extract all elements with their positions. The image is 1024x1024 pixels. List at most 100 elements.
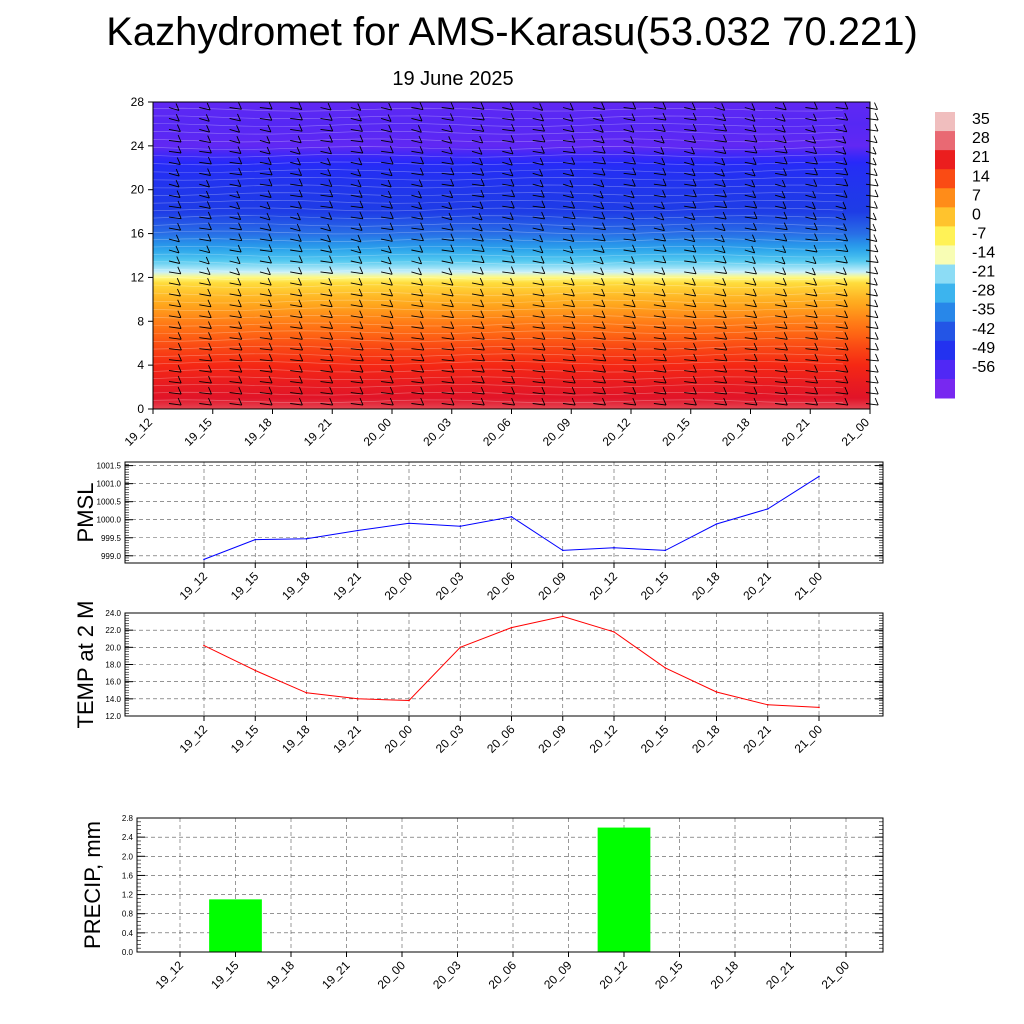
wind-barb <box>684 353 698 362</box>
pmsl-data-point <box>305 538 308 540</box>
pmsl-data-point <box>356 529 359 532</box>
wind-barb <box>229 201 241 210</box>
pmsl-x-tick-label: 20_06 <box>484 569 518 603</box>
temp-data-point <box>561 615 564 618</box>
wind-barb <box>865 212 877 221</box>
wind-barb <box>502 102 514 111</box>
wind-barb <box>411 167 424 176</box>
wind-barb <box>805 375 819 384</box>
wind-barb <box>774 190 786 199</box>
wind-barb <box>320 245 333 253</box>
wind-barb <box>502 266 515 275</box>
wind-barb <box>865 321 879 329</box>
heatmap-x-tick-label: 19_15 <box>181 415 215 449</box>
wind-barb <box>744 234 756 243</box>
colorbar: 35 28 21 14 7 0 -7 -14 -21 -28 -35 -42 -49 -56 <box>935 111 995 399</box>
wind-barb <box>865 365 879 373</box>
wind-barb <box>805 353 819 362</box>
wind-barb <box>623 397 637 406</box>
temperature-contour <box>152 384 844 388</box>
wind-barb <box>199 156 212 165</box>
pmsl-x-tick-label: 19_21 <box>330 569 364 603</box>
colorbar-label: 7 <box>972 187 981 204</box>
temp-data-point <box>613 631 615 633</box>
wind-barb <box>229 244 242 253</box>
precip-y-tick-label: 1.6 <box>122 871 134 880</box>
temperature-contour <box>152 222 844 227</box>
wind-barb <box>229 267 241 276</box>
wind-barb <box>684 112 697 121</box>
pmsl-x-tick-label: 21_00 <box>792 569 826 603</box>
wind-barb <box>381 299 394 308</box>
wind-barb <box>381 353 395 362</box>
wind-barb <box>653 332 667 340</box>
wind-barb <box>865 147 877 155</box>
wind-barb <box>350 200 364 209</box>
wind-barb <box>199 190 210 199</box>
wind-barb <box>774 114 786 122</box>
wind-barb <box>835 353 849 362</box>
wind-barb <box>865 266 879 275</box>
wind-barb <box>229 353 243 362</box>
wind-barb <box>229 102 242 110</box>
wind-barb <box>259 212 271 221</box>
wind-barb <box>381 321 394 329</box>
wind-barb <box>471 189 485 198</box>
wind-barb <box>259 353 273 362</box>
wind-barb <box>320 146 332 155</box>
temp-data-point <box>510 626 513 629</box>
pmsl-data-point <box>613 547 615 549</box>
wind-barb <box>502 353 516 362</box>
wind-barb <box>714 255 727 264</box>
wind-barb <box>471 353 485 362</box>
colorbar-label: -56 <box>972 359 995 376</box>
wind-barb <box>562 211 576 220</box>
wind-barb <box>320 168 332 177</box>
wind-barb <box>865 189 879 198</box>
wind-barb <box>562 190 574 199</box>
precip-x-tick-label: 21_00 <box>819 958 853 992</box>
wind-barb <box>199 211 212 220</box>
wind-barb <box>350 223 363 231</box>
wind-barb <box>775 278 787 286</box>
heatmap-y-tick-label: 28 <box>131 95 145 109</box>
wind-barb <box>623 233 637 242</box>
wind-barb <box>441 190 454 199</box>
wind-barb <box>381 397 394 406</box>
wind-barb <box>835 278 848 286</box>
wind-barb <box>865 223 877 232</box>
colorbar-box <box>935 302 955 323</box>
pmsl-data-point <box>203 558 205 561</box>
wind-barb <box>562 103 574 111</box>
wind-barb <box>775 375 788 384</box>
colorbar-box <box>935 150 955 170</box>
precip-y-tick-label: 0.8 <box>122 910 134 919</box>
wind-barb <box>199 125 211 133</box>
wind-barb <box>350 321 364 329</box>
wind-barb <box>593 114 605 122</box>
wind-barb <box>835 212 847 221</box>
wind-barb <box>380 245 392 254</box>
wind-barb <box>441 332 455 340</box>
temp-panel: 12.0 14.0 16.0 18.0 20.0 22.0 24.0 19_12 19_15 19… <box>73 601 884 756</box>
wind-barb <box>593 146 606 154</box>
wind-barb <box>805 113 817 122</box>
wind-barb <box>441 386 455 395</box>
pmsl-x-tick-label: 19_15 <box>228 569 262 603</box>
wind-barb <box>381 211 394 220</box>
wind-barb <box>199 386 212 395</box>
colorbar-label: 14 <box>972 168 990 185</box>
wind-barb <box>532 169 544 177</box>
wind-barb <box>775 211 788 220</box>
wind-barb <box>714 234 725 243</box>
wind-barb <box>411 125 422 133</box>
wind-barb <box>684 375 697 384</box>
wind-barb <box>623 310 636 319</box>
wind-barb <box>380 190 392 199</box>
wind-barb <box>229 332 243 340</box>
wind-barb <box>350 299 363 308</box>
wind-barb <box>320 288 333 297</box>
colorbar-box <box>935 169 955 189</box>
pmsl-data-point <box>254 538 257 541</box>
wind-barb <box>471 201 484 210</box>
